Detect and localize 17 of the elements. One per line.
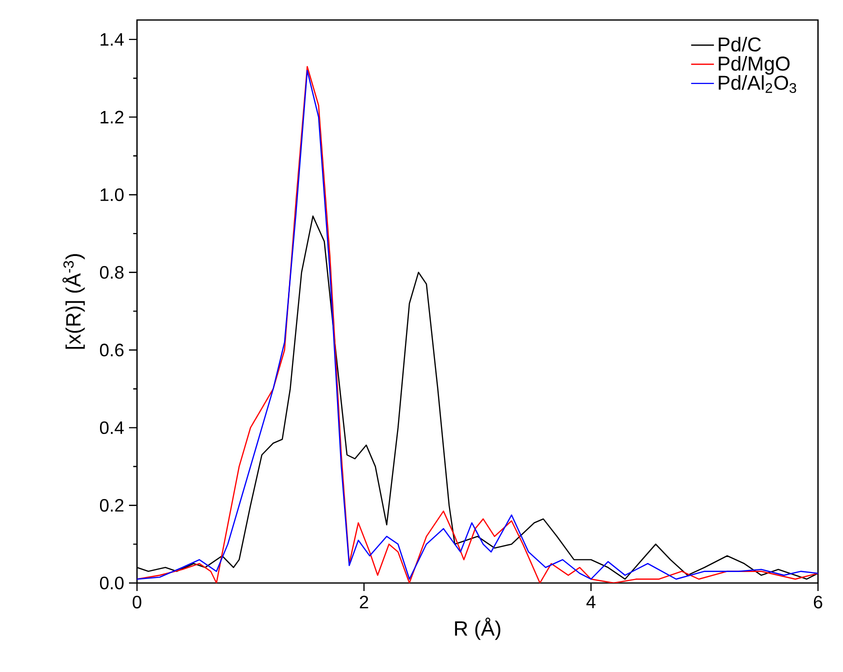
y-axis-title: [x(R)] (Å$^{-3}$): [62, 254, 85, 349]
y-tick-label: 0.0: [100, 576, 124, 590]
legend-label: Pd/Al$_{2}$O$_{3}$: [718, 75, 796, 93]
legend-label: Pd/MgO: [718, 56, 790, 75]
x-tick-label: 2: [360, 596, 368, 608]
x-tick-label: 6: [814, 596, 822, 608]
x-axis-title: R (Å): [455, 618, 500, 640]
y-tick-label: 1.2: [100, 110, 124, 124]
y-tick-label: 0.4: [100, 421, 124, 434]
x-tick-label: 4: [586, 596, 596, 608]
y-tick-label: 0.6: [100, 344, 124, 356]
y-tick-label: 1.4: [100, 33, 124, 46]
x-tick-label: 0: [132, 596, 142, 608]
legend-label: Pd/C: [718, 36, 761, 52]
y-tick-label: 0.8: [100, 266, 124, 279]
y-tick-label: 0.2: [100, 498, 124, 512]
y-tick-label: 1.0: [100, 188, 124, 202]
